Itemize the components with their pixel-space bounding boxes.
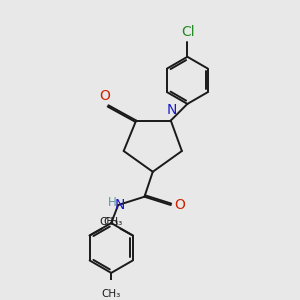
Text: N: N [114,198,125,212]
Text: O: O [174,198,185,212]
Text: N: N [167,103,177,117]
Text: CH₃: CH₃ [102,289,121,299]
Text: H: H [108,196,117,209]
Text: CH₃: CH₃ [100,217,119,227]
Text: Cl: Cl [181,25,195,39]
Text: O: O [100,88,111,103]
Text: CH₃: CH₃ [103,217,123,227]
